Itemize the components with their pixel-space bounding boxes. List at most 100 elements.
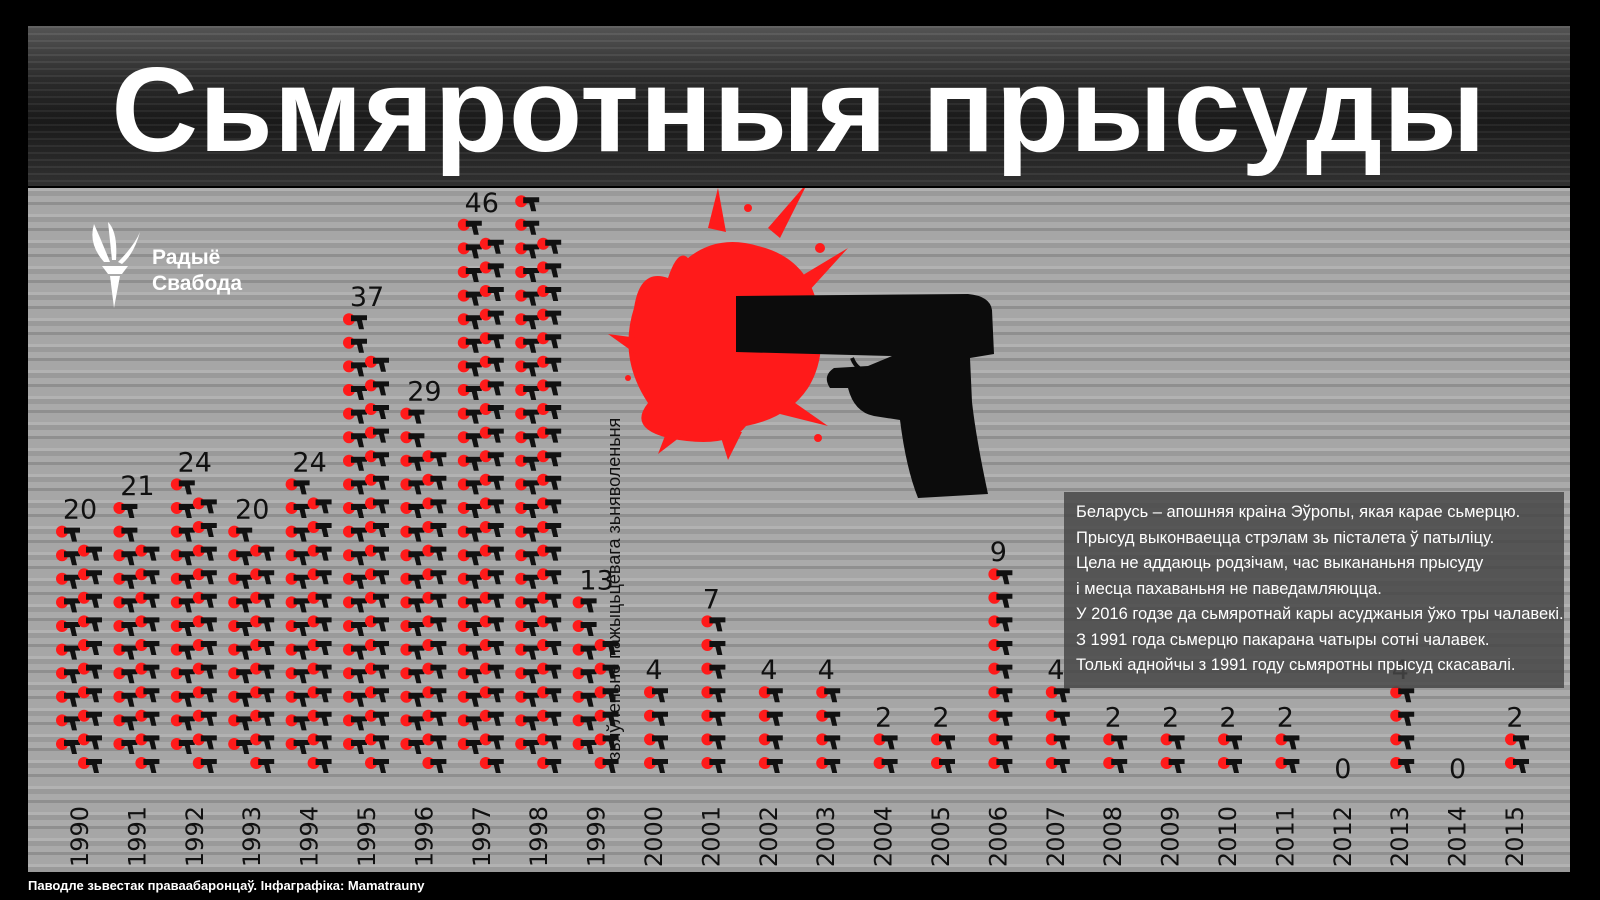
pistol-head-icon <box>343 384 367 400</box>
pistol-head-icon <box>988 686 1013 703</box>
pistol-head-icon <box>479 544 504 561</box>
pistol-head-icon <box>422 568 447 585</box>
pistol-head-icon <box>228 714 253 731</box>
pistol-head-icon <box>1390 686 1415 703</box>
pistol-head-icon <box>135 591 160 608</box>
year-tick-label: 2005 <box>927 806 955 867</box>
pistol-head-icon <box>113 525 138 542</box>
pistol-head-icon <box>758 757 783 773</box>
pistol-head-icon <box>422 662 447 679</box>
torch-icon <box>92 222 140 308</box>
pistol-head-icon <box>988 733 1013 750</box>
pistol-head-icon <box>515 690 540 707</box>
year-tick-label: 2014 <box>1444 806 1472 867</box>
pistol-head-icon <box>537 757 562 773</box>
pistol-head-icon <box>479 639 504 655</box>
year-tick-label: 2003 <box>812 806 840 867</box>
pistol-head-icon <box>365 521 389 537</box>
pistol-head-icon <box>988 662 1013 679</box>
year-tick-label: 1992 <box>181 806 209 867</box>
pistol-head-icon <box>422 591 447 608</box>
pistol-head-icon <box>78 639 102 655</box>
value-label: 2 <box>1277 702 1294 733</box>
pistol-head-icon <box>400 549 425 566</box>
pistol-head-icon <box>285 643 310 660</box>
page-title: Сьмяротныя прысуды <box>111 43 1487 177</box>
pistol-head-icon <box>594 639 619 655</box>
pistol-head-icon <box>343 620 367 636</box>
pistol-head-icon <box>400 714 425 731</box>
pistol-head-icon <box>515 384 540 400</box>
pistol-head-icon <box>1275 757 1300 773</box>
pistol-head-icon <box>400 596 425 613</box>
pistol-head-icon <box>307 591 332 608</box>
pistol-head-icon <box>228 643 253 660</box>
pistol-head-icon <box>113 714 138 731</box>
banner-texture <box>28 26 1570 186</box>
pistol-head-icon <box>988 615 1013 632</box>
pistol-head-icon <box>113 738 138 754</box>
pistol-head-icon <box>515 620 540 636</box>
pistol-head-icon <box>170 667 195 684</box>
pistol-head-icon <box>56 572 80 589</box>
logo-text-line1: Радыё <box>152 246 221 269</box>
year-tick-label: 1997 <box>468 806 496 867</box>
pistol-head-icon <box>537 709 562 726</box>
pistol-head-icon <box>701 615 726 632</box>
pistol-head-icon <box>228 525 253 542</box>
pistol-head-icon <box>594 709 619 726</box>
pistol-head-icon <box>537 379 562 396</box>
pistol-head-icon <box>365 686 389 703</box>
pistol-head-icon <box>1160 733 1185 750</box>
value-label: 24 <box>292 447 326 478</box>
pistol-head-icon <box>479 591 504 608</box>
pistol-head-icon <box>537 473 562 490</box>
chart-panel: Радыё Свабода зьяўленьне пажыцьцёвага зь… <box>28 188 1570 872</box>
pistol-head-icon <box>572 620 597 636</box>
pistol-head-icon <box>457 596 482 613</box>
pistol-head-icon <box>1103 757 1128 773</box>
pistol-head-icon <box>307 497 332 514</box>
pistol-head-icon <box>515 572 540 589</box>
pistol-head-icon <box>537 591 562 608</box>
pistol-head-icon <box>343 454 367 471</box>
info-line-3: Цела не аддаюць родзічам, час выкананьня… <box>1076 554 1484 572</box>
pistol-head-icon <box>78 615 102 632</box>
pistol-head-icon <box>515 407 540 424</box>
value-label: 4 <box>818 655 835 686</box>
pistol-head-icon <box>816 757 841 773</box>
pistol-head-icon <box>400 690 425 707</box>
pistol-head-icon <box>422 615 447 632</box>
pistol-head-icon <box>537 237 562 254</box>
pistol-head-icon <box>479 450 504 467</box>
year-tick-label: 1995 <box>353 806 381 867</box>
pistol-head-icon <box>400 525 425 542</box>
pistol-head-icon <box>457 360 482 377</box>
pistol-head-icon <box>422 521 447 537</box>
year-tick-label: 2009 <box>1157 806 1185 867</box>
pistol-head-icon <box>479 237 504 254</box>
pistol-head-icon <box>457 431 482 448</box>
pistol-head-icon <box>135 615 160 632</box>
pistol-head-icon <box>307 757 332 773</box>
pistol-head-icon <box>285 502 310 518</box>
pistol-head-icon <box>307 639 332 655</box>
title-banner: Сьмяротныя прысуды <box>28 26 1570 186</box>
pistol-head-icon <box>816 733 841 750</box>
value-label: 24 <box>178 447 212 478</box>
pistol-head-icon <box>479 568 504 585</box>
value-label: 20 <box>63 495 97 526</box>
pistol-head-icon <box>701 639 726 655</box>
pistol-head-icon <box>515 218 540 235</box>
pistol-head-icon <box>422 544 447 561</box>
value-label: 2 <box>932 702 949 733</box>
pistol-head-icon <box>572 596 597 613</box>
pistol-head-icon <box>135 709 160 726</box>
pistol-head-icon <box>170 643 195 660</box>
pistol-head-icon <box>1218 757 1242 773</box>
pistol-head-icon <box>192 709 217 726</box>
pistol-head-icon <box>515 714 540 731</box>
value-label: 2 <box>1219 702 1236 733</box>
pistol-head-icon <box>457 289 482 306</box>
pistol-head-icon <box>56 596 80 613</box>
